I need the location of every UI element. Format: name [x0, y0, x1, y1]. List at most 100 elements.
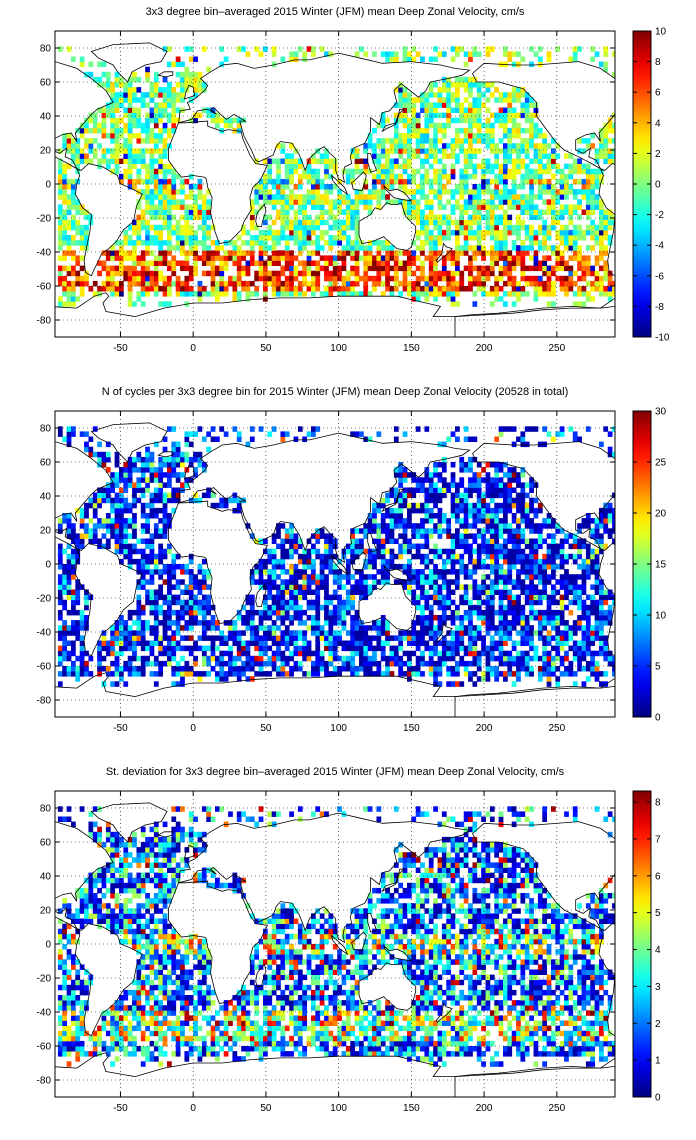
bin-cell [411, 214, 417, 221]
bin-cell [145, 209, 150, 215]
bin-cell [66, 224, 72, 231]
bin-cell [559, 260, 565, 266]
bin-cell [219, 127, 225, 134]
bin-cell [188, 650, 194, 657]
bin-cell [581, 589, 587, 595]
bin-cell [254, 240, 260, 246]
bin-cell [372, 660, 377, 667]
bin-cell [402, 51, 408, 57]
bin-cell [468, 275, 473, 282]
bin-cell [345, 245, 351, 251]
bin-cell [476, 584, 482, 590]
bin-cell [511, 97, 517, 103]
bin-cell [197, 645, 203, 652]
bin-cell [57, 224, 63, 231]
bin-cell [533, 609, 539, 616]
bin-cell [350, 214, 356, 221]
bin-cell [293, 645, 299, 652]
bin-cell [206, 671, 212, 677]
bin-cell [481, 671, 486, 677]
bin-cell [411, 599, 417, 606]
bin-cell [302, 194, 308, 200]
bin-cell [132, 240, 137, 246]
bin-cell [206, 255, 212, 261]
bin-cell [420, 579, 425, 585]
bin-cell [507, 168, 513, 175]
bin-cell [206, 599, 212, 606]
bin-cell [184, 609, 190, 616]
bin-cell [188, 56, 194, 62]
bin-cell [485, 133, 491, 139]
bin-cell [411, 117, 417, 124]
bin-cell [75, 296, 81, 302]
bin-cell [184, 82, 190, 88]
bin-cell [193, 645, 198, 652]
bin-cell [380, 240, 386, 246]
bin-cell [524, 655, 530, 662]
bin-cell [537, 194, 543, 200]
bin-cell [263, 630, 268, 636]
bin-cell [267, 635, 273, 641]
bin-cell [245, 676, 251, 682]
bin-cell [590, 224, 596, 231]
bin-cell [446, 112, 452, 119]
bin-cell [162, 143, 168, 149]
bin-cell [258, 245, 264, 251]
bin-cell [455, 102, 460, 108]
bin-cell [315, 640, 321, 646]
bin-cell [254, 46, 260, 52]
bin-cell [75, 635, 81, 641]
bin-cell [398, 645, 404, 652]
bin-cell [376, 245, 382, 251]
bin-cell [455, 569, 460, 575]
bin-cell [136, 112, 142, 119]
bin-cell [367, 199, 373, 205]
bin-cell [555, 209, 561, 215]
bin-cell [594, 630, 600, 636]
bin-cell [197, 296, 203, 302]
bin-cell [127, 168, 133, 175]
bin-cell [127, 163, 133, 170]
bin-cell [302, 579, 308, 585]
bin-cell [62, 224, 68, 231]
bin-cell [345, 579, 351, 585]
bin-cell [236, 645, 242, 652]
bin-cell [88, 127, 94, 134]
bin-cell [590, 209, 596, 215]
bin-cell [123, 255, 129, 261]
bin-cell [498, 178, 504, 185]
bin-cell [402, 163, 408, 170]
bin-cell [415, 569, 421, 575]
bin-cell [411, 260, 417, 266]
bin-cell [149, 286, 155, 292]
bin-cell [485, 604, 491, 611]
bin-cell [280, 270, 286, 277]
bin-cell [271, 178, 277, 185]
bin-cell [293, 604, 299, 611]
bin-cell [551, 671, 556, 677]
bin-cell [603, 46, 609, 52]
bin-cell [367, 584, 373, 590]
bin-cell [201, 229, 207, 236]
bin-cell [110, 640, 116, 646]
bin-cell [153, 87, 159, 93]
bin-cell [293, 255, 299, 261]
bin-cell [428, 245, 434, 251]
bin-cell [393, 265, 399, 272]
bin-cell [520, 660, 526, 667]
bin-cell [568, 204, 574, 210]
bin-cell [162, 240, 168, 246]
bin-cell [197, 609, 203, 616]
bin-cell [188, 189, 194, 195]
bin-cell [92, 291, 98, 297]
bin-cell [337, 584, 342, 590]
bin-cell [75, 280, 81, 287]
bin-cell [599, 143, 604, 149]
bin-cell [520, 635, 526, 641]
bin-cell [175, 224, 181, 231]
bin-cell [485, 122, 491, 129]
bin-cell [271, 275, 277, 282]
bin-cell [324, 270, 329, 277]
bin-cell [446, 255, 452, 261]
bin-cell [585, 178, 591, 185]
